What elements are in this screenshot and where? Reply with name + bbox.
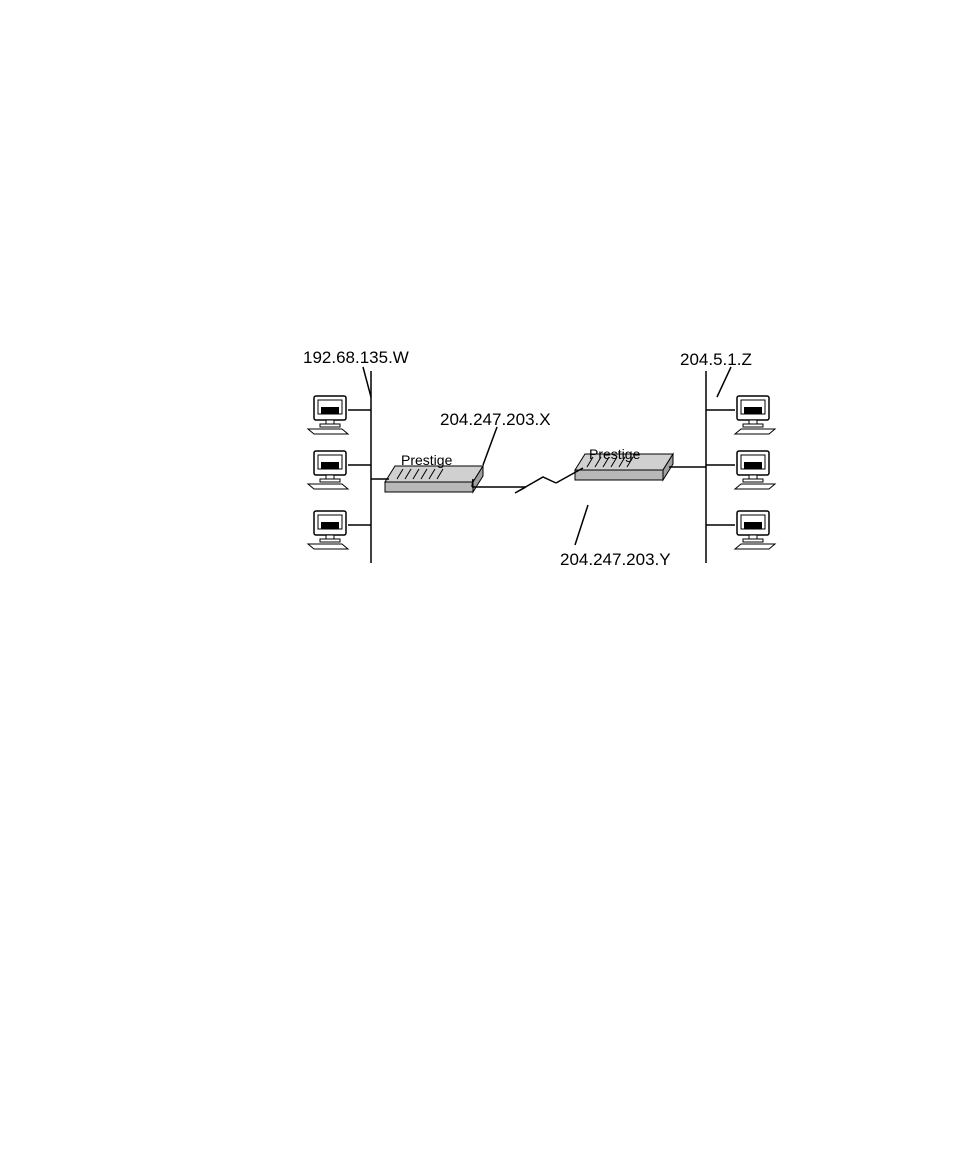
label-wan-x: 204.247.203.X [440, 410, 551, 430]
wan-link [472, 477, 556, 493]
leader-wan-y [575, 505, 588, 545]
label-router-left: Prestige [401, 452, 452, 468]
label-right-network: 204.5.1.Z [680, 350, 752, 370]
left-pc-2 [308, 451, 348, 489]
right-pc-3 [735, 511, 775, 549]
label-router-right: Prestige [589, 446, 640, 462]
router-left [385, 466, 483, 492]
right-pc-2 [735, 451, 775, 489]
leader-right-net [717, 367, 731, 397]
right-pc-1 [735, 396, 775, 434]
label-left-network: 192.68.135.W [303, 348, 409, 368]
label-wan-y: 204.247.203.Y [560, 550, 671, 570]
left-pc-1 [308, 396, 348, 434]
wan-link-l [472, 479, 473, 487]
leader-left-net [363, 367, 371, 397]
left-pc-3 [308, 511, 348, 549]
network-diagram [0, 0, 954, 1164]
leader-wan-x [483, 427, 497, 465]
